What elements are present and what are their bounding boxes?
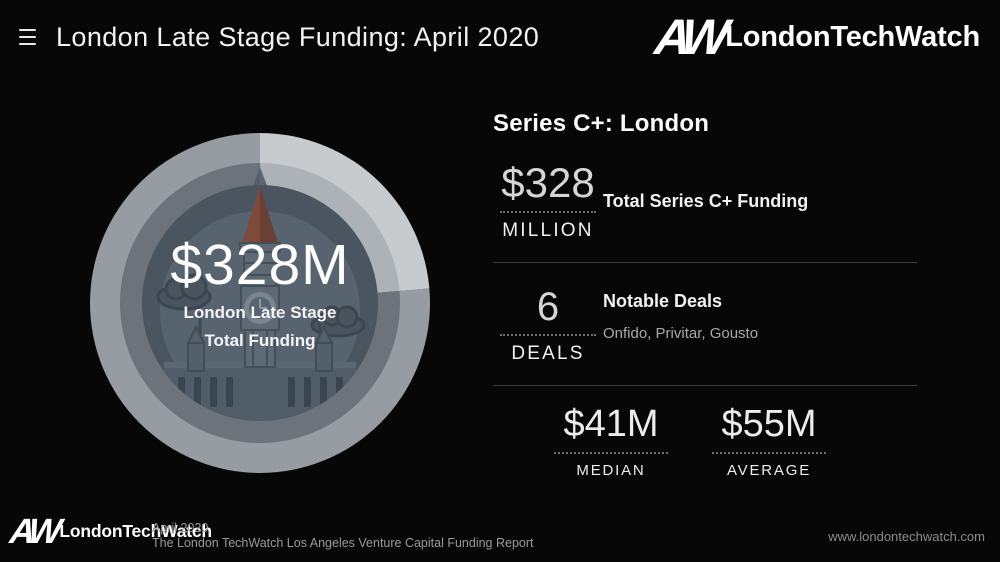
dotted-divider <box>712 452 826 455</box>
deals-stat: 6 DEALS <box>493 285 603 365</box>
divider <box>493 385 917 387</box>
footer-brand-name: LondonTechWatch <box>59 521 212 541</box>
median-label: MEDIAN <box>576 462 646 480</box>
notable-deals-companies: Onfido, Privitar, Gousto <box>603 325 759 343</box>
footer-brand-logo: AW LondonTechWatch <box>7 512 212 551</box>
dotted-divider <box>554 452 668 455</box>
page-title: London Late Stage Funding: April 2020 <box>56 22 540 52</box>
donut-hole <box>142 185 378 421</box>
menu-line <box>19 43 36 45</box>
menu-line <box>19 36 36 38</box>
total-funding-label: Total Series C+ Funding <box>603 190 809 211</box>
dotted-divider <box>500 211 596 214</box>
deals-unit: DEALS <box>511 343 585 365</box>
average-value: $55M <box>721 403 817 446</box>
footer-meta: April 2020 The London TechWatch Los Ange… <box>152 521 534 552</box>
total-funding-stat: $328 MILLION <box>493 159 603 242</box>
median-average-row: $41M MEDIAN $55M AVERAGE <box>545 403 923 479</box>
aw-logo-icon: AW <box>7 512 59 551</box>
deals-row: 6 DEALS Notable Deals Onfido, Privitar, … <box>493 285 923 365</box>
total-funding-labels: Total Series C+ Funding <box>603 191 808 212</box>
footer-report-title: The London TechWatch Los Angeles Venture… <box>152 536 534 551</box>
menu-icon[interactable] <box>19 29 36 46</box>
average-stat: $55M AVERAGE <box>703 403 835 479</box>
aw-logo-icon: AW <box>651 9 725 65</box>
total-funding-row: $328 MILLION Total Series C+ Funding <box>493 159 923 242</box>
brand-name: LondonTechWatch <box>725 20 980 53</box>
donut-center-text: $328M London Late Stage Total Funding <box>90 123 430 463</box>
divider <box>493 262 917 264</box>
footer-website-link[interactable]: www.londontechwatch.com <box>828 529 985 544</box>
median-value: $41M <box>563 403 659 446</box>
median-stat: $41M MEDIAN <box>545 403 677 479</box>
notable-deals-label: Notable Deals <box>603 291 723 312</box>
total-funding-value: $328 <box>501 159 595 206</box>
dotted-divider <box>500 334 596 337</box>
total-funding-unit: MILLION <box>502 220 594 242</box>
footer-date: April 2020 <box>152 521 209 535</box>
brand-logo: AW LondonTechWatch <box>651 9 980 65</box>
average-label: AVERAGE <box>726 462 811 480</box>
panel-heading: Series C+: London <box>493 110 710 137</box>
menu-line <box>19 29 36 31</box>
stats-panel: Series C+: London $328 MILLION Total Ser… <box>493 110 923 479</box>
deals-labels: Notable Deals Onfido, Privitar, Gousto <box>603 285 758 342</box>
donut-label-line1: London Late Stage <box>183 302 337 322</box>
donut-chart: $328M London Late Stage Total Funding <box>90 133 430 473</box>
donut-total-value: $328M <box>170 232 350 297</box>
deals-value: 6 <box>536 285 560 330</box>
donut-label-line2: Total Funding <box>204 331 316 350</box>
big-ben-illustration <box>156 187 366 421</box>
